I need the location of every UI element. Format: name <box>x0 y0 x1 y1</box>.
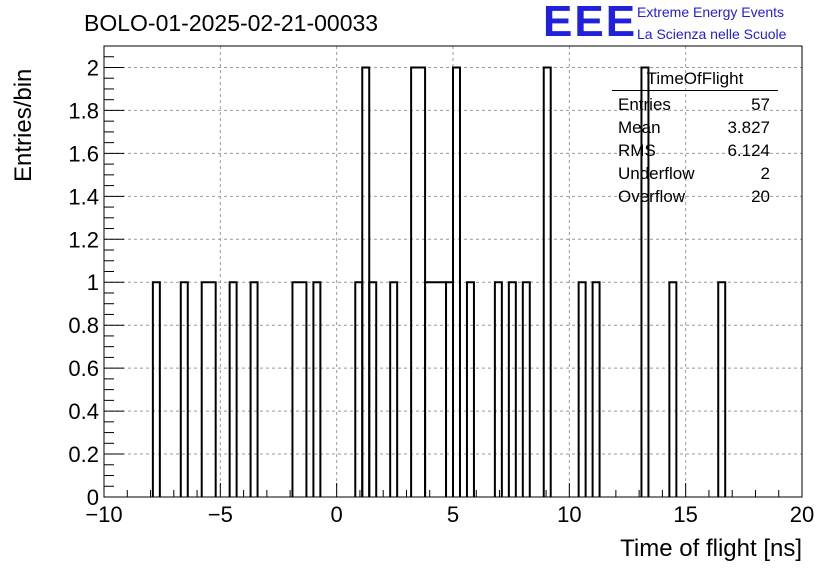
y-tick-label: 1.2 <box>68 227 99 252</box>
y-tick-label: 0.2 <box>68 442 99 467</box>
histogram-bar <box>249 281 259 497</box>
y-tick-label: 0.6 <box>68 356 99 381</box>
y-tick-label: 0.8 <box>68 313 99 338</box>
y-tick-label: 0 <box>87 485 99 510</box>
x-tick-label: 20 <box>790 502 814 527</box>
stats-value: 6.124 <box>727 141 770 160</box>
stats-value: 57 <box>751 95 770 114</box>
x-tick-labels: −10 −5 0 5 10 15 20 <box>85 502 814 527</box>
histogram-bar <box>452 66 461 497</box>
histogram-bar <box>368 281 378 497</box>
histogram-bar <box>228 281 238 497</box>
y-tick-label: 0.4 <box>68 399 99 424</box>
histogram-bar <box>717 281 727 497</box>
stats-row-rms: RMS 6.124 <box>612 139 778 162</box>
plot-frame <box>103 45 803 498</box>
stats-value: 20 <box>751 187 770 206</box>
histogram-bar <box>445 281 454 497</box>
stats-row-entries: Entries 57 <box>612 93 778 116</box>
histogram-bar <box>591 281 601 497</box>
stats-value: 2 <box>760 164 770 183</box>
x-axis-title: Time of flight [ns] <box>620 535 802 562</box>
histogram-bar <box>389 281 399 497</box>
x-tick-label: 0 <box>331 502 343 527</box>
logo-line-1: Extreme Energy Events <box>637 4 785 20</box>
histogram-bar <box>465 281 475 497</box>
x-tick-label: 10 <box>557 502 581 527</box>
y-tick-labels: 0 0.2 0.4 0.6 0.8 1 1.2 1.4 1.6 1.8 2 <box>68 55 99 510</box>
y-tick-label: 1.8 <box>68 98 99 123</box>
histogram-bar <box>312 281 322 497</box>
histogram-bar <box>179 281 189 497</box>
stats-title: TimeOfFlight <box>612 68 778 91</box>
histogram-bar <box>354 281 364 497</box>
logo-line-2: La Scienza nelle Scuole <box>637 26 787 42</box>
stats-row-underflow: Underflow 2 <box>612 162 778 185</box>
histogram-bar <box>521 281 531 497</box>
histogram-bar <box>577 281 587 497</box>
stats-label: Mean <box>618 118 661 137</box>
stats-row-mean: Mean 3.827 <box>612 116 778 139</box>
stats-label: RMS <box>618 141 656 160</box>
histogram-bar <box>151 281 161 497</box>
eee-logo: EEE <box>543 0 638 46</box>
stats-label: Overflow <box>618 187 686 206</box>
x-tick-label: 15 <box>673 502 697 527</box>
chart-title: BOLO-01-2025-02-21-00033 <box>84 10 379 36</box>
histogram-bar <box>507 281 517 497</box>
histogram-bar <box>542 66 552 497</box>
histogram-bar <box>291 281 308 497</box>
y-tick-label: 2 <box>87 55 99 80</box>
histogram-bar <box>493 281 503 497</box>
stats-value: 3.827 <box>727 118 770 137</box>
y-tick-label: 1.4 <box>68 184 99 209</box>
histogram-bar <box>668 281 678 497</box>
histogram-bar <box>640 66 650 497</box>
stats-box: TimeOfFlight Entries 57 Mean 3.827 RMS 6… <box>612 68 778 208</box>
x-tick-label: −5 <box>208 502 233 527</box>
x-tick-label: 5 <box>447 502 459 527</box>
y-tick-label: 1 <box>87 270 99 295</box>
x-tick-label: −10 <box>85 502 122 527</box>
stats-label: Underflow <box>618 164 695 183</box>
y-axis-title: Entries/bin <box>10 68 37 182</box>
histogram-bar <box>200 281 217 497</box>
y-tick-label: 1.6 <box>68 141 99 166</box>
stats-label: Entries <box>618 95 671 114</box>
stats-row-overflow: Overflow 20 <box>612 185 778 208</box>
histogram-bar <box>424 281 448 497</box>
histogram-bars <box>151 66 727 497</box>
